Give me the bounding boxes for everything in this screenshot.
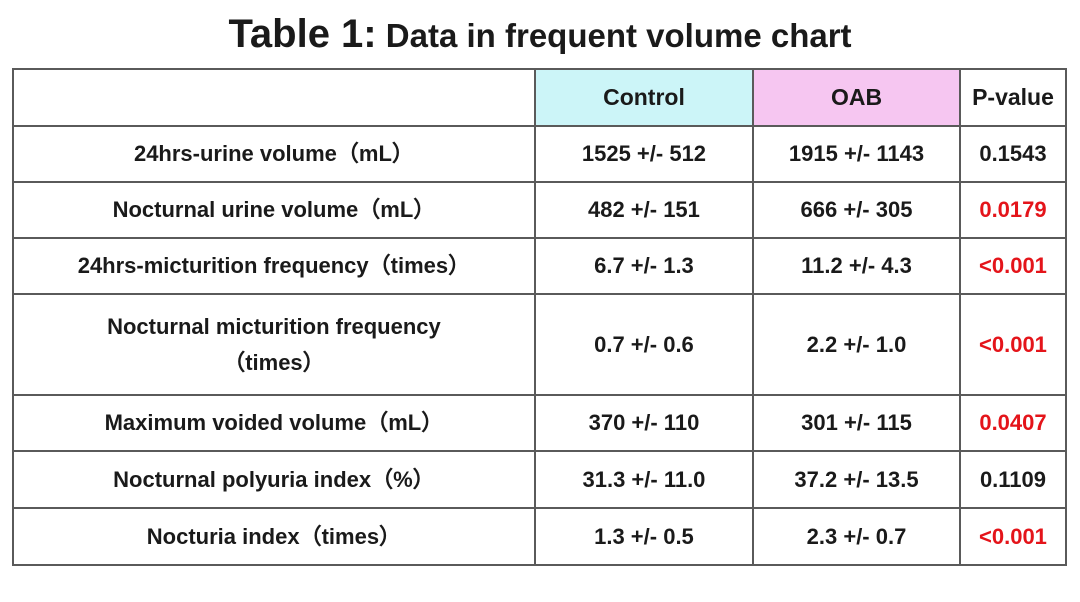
control-value: 6.7 +/- 1.3 [533,237,755,295]
p-value: 0.1543 [958,125,1068,183]
table-row: 24hrs-urine volume（mL） 1525 +/- 512 1915… [12,125,1068,183]
oab-value: 11.2 +/- 4.3 [752,237,961,295]
row-label: Nocturia index（times） [12,507,536,566]
header-control: Control [533,68,755,127]
p-value: 0.1109 [958,450,1068,509]
oab-value: 301 +/- 115 [752,394,961,452]
table-row: Maximum voided volume（mL） 370 +/- 110 30… [12,394,1068,452]
table-header-row: Control OAB P-value [12,68,1068,127]
table-row: Nocturnal urine volume（mL） 482 +/- 151 6… [12,181,1068,239]
control-value: 0.7 +/- 0.6 [533,293,755,396]
table-row: Nocturnal polyuria index（%） 31.3 +/- 11.… [12,450,1068,509]
table-row: 24hrs-micturition frequency（times） 6.7 +… [12,237,1068,295]
table-row: Nocturnal micturition frequency （times） … [12,293,1068,396]
p-value: <0.001 [958,293,1068,396]
table-title-text: Data in frequent volume chart [376,17,852,54]
p-value: 0.0179 [958,181,1068,239]
p-value: <0.001 [958,507,1068,566]
p-value: 0.0407 [958,394,1068,452]
table-row: Nocturia index（times） 1.3 +/- 0.5 2.3 +/… [12,507,1068,566]
row-label: Nocturnal micturition frequency （times） [12,293,536,396]
row-label: Nocturnal urine volume（mL） [12,181,536,239]
control-value: 370 +/- 110 [533,394,755,452]
row-label-line1: Nocturnal micturition frequency [107,313,441,339]
row-label: Maximum voided volume（mL） [12,394,536,452]
control-value: 1.3 +/- 0.5 [533,507,755,566]
oab-value: 666 +/- 305 [752,181,961,239]
oab-value: 37.2 +/- 13.5 [752,450,961,509]
control-value: 482 +/- 151 [533,181,755,239]
row-label: Nocturnal polyuria index（%） [12,450,536,509]
oab-value: 2.2 +/- 1.0 [752,293,961,396]
header-label [12,68,536,127]
table-title-prefix: Table 1: [228,12,377,56]
row-label-line2: （times） [223,349,325,375]
table-title: Table 1: Data in frequent volume chart [0,12,1080,65]
row-label: 24hrs-urine volume（mL） [12,125,536,183]
oab-value: 1915 +/- 1143 [752,125,961,183]
p-value: <0.001 [958,237,1068,295]
control-value: 31.3 +/- 11.0 [533,450,755,509]
header-pvalue: P-value [958,68,1068,127]
oab-value: 2.3 +/- 0.7 [752,507,961,566]
data-table: Control OAB P-value 24hrs-urine volume（m… [12,68,1068,566]
control-value: 1525 +/- 512 [533,125,755,183]
header-oab: OAB [752,68,961,127]
row-label: 24hrs-micturition frequency（times） [12,237,536,295]
